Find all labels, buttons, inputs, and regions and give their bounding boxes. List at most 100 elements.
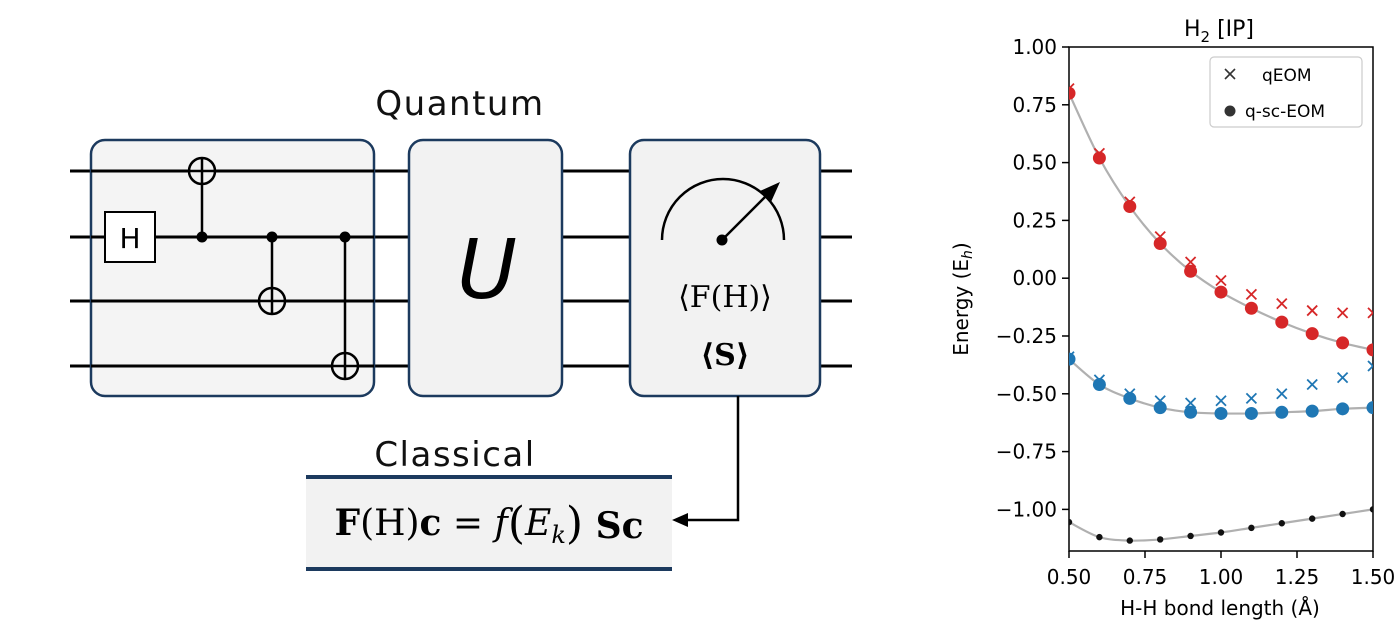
qsceom-point xyxy=(1123,391,1137,405)
meter-arrowhead-icon xyxy=(760,182,780,202)
qsceom-point xyxy=(1092,378,1106,392)
qeom-point xyxy=(1184,256,1197,268)
qeom-point xyxy=(1276,388,1288,400)
qeom-point xyxy=(1215,274,1227,287)
qsceom-point xyxy=(1309,515,1316,522)
qsceom-point xyxy=(1126,537,1134,544)
qeom-point xyxy=(1124,388,1136,400)
y-tick-label: 0.50 xyxy=(1012,151,1057,175)
circuit-diagram: Quantum H xyxy=(70,84,852,571)
x-axis-label: H-H bond length (Å) xyxy=(1120,596,1320,620)
equation-box xyxy=(306,477,672,569)
qeom-point xyxy=(1124,196,1136,208)
qeom-point xyxy=(1069,351,1075,363)
y-tick-label: 0.25 xyxy=(1012,208,1057,232)
data-points xyxy=(1069,82,1373,544)
qsceom-point xyxy=(1214,406,1228,420)
qeom-point xyxy=(1184,397,1197,409)
y-tick-label: −0.25 xyxy=(996,324,1057,348)
qeom-point xyxy=(1154,230,1166,243)
x-tick-label: 1.50 xyxy=(1351,565,1395,589)
qsceom-point xyxy=(1248,524,1255,532)
qsceom-point xyxy=(1123,200,1137,214)
unitary-label: U xyxy=(457,223,517,318)
qeom-point xyxy=(1306,378,1318,391)
x-tick-label: 1.00 xyxy=(1199,565,1244,589)
qeom-point xyxy=(1276,297,1288,310)
fit-curve xyxy=(1069,92,1373,351)
qeom-point xyxy=(1336,371,1349,384)
qsceom-point xyxy=(1187,532,1194,540)
cnot-gate-1 xyxy=(187,156,217,237)
unitary-block xyxy=(407,138,564,398)
qsceom-point xyxy=(1369,506,1373,513)
cnot-control-dot-1 xyxy=(196,231,208,243)
qsceom-point xyxy=(1366,343,1373,357)
qsceom-point xyxy=(1244,301,1258,315)
cnot-gate-2 xyxy=(257,237,287,316)
qsceom-point xyxy=(1305,327,1319,341)
quantum-label: Quantum xyxy=(375,84,544,124)
y-tick-label: 0.00 xyxy=(1012,266,1057,290)
y-tick-label: −0.75 xyxy=(996,440,1057,464)
qeom-point xyxy=(1245,392,1258,405)
hadamard-gate xyxy=(104,211,156,263)
measure-s-label: ⟨S⟩ xyxy=(700,338,749,373)
meter-icon xyxy=(660,177,786,241)
qsceom-point xyxy=(1069,352,1076,366)
qsceom-point xyxy=(1153,237,1167,251)
qsceom-point xyxy=(1336,336,1350,350)
legend-entry-qsceom: q-sc-EOM xyxy=(1245,102,1325,122)
qsceom-point xyxy=(1339,510,1346,518)
qsceom-point xyxy=(1153,401,1167,415)
measure-f-label: ⟨F(H)⟩ xyxy=(678,280,772,315)
cnot-control-dot-3 xyxy=(339,231,351,243)
qeom-point xyxy=(1154,395,1166,407)
feedback-arrow xyxy=(686,396,740,522)
qsceom-point xyxy=(1336,402,1350,416)
qsceom-point xyxy=(1096,533,1103,541)
hadamard-label: H xyxy=(119,222,140,255)
y-tick-label: 0.75 xyxy=(1012,93,1057,117)
fit-curves xyxy=(1069,92,1373,542)
x-tick-label: 0.75 xyxy=(1123,565,1168,589)
feedback-arrowhead-icon xyxy=(672,513,688,527)
x-tick-label: 1.25 xyxy=(1275,565,1320,589)
y-axis: 1.00 0.75 0.50 0.25 0.00 −0.25 −0.50 −0.75 −1.00 xyxy=(996,35,1069,521)
chart-legend: qEOM q-sc-EOM xyxy=(1209,56,1363,128)
classical-equation: F(H)c = f(Ek) Sc xyxy=(335,498,644,549)
y-tick-label: 1.00 xyxy=(1012,35,1057,59)
cnot-gate-3 xyxy=(330,237,360,381)
qsceom-point xyxy=(1184,405,1198,419)
qeom-point xyxy=(1093,374,1106,386)
qeom-point xyxy=(1336,307,1349,319)
y-tick-label: −1.00 xyxy=(996,497,1057,521)
qeom-point xyxy=(1245,288,1258,301)
qeom-point xyxy=(1069,82,1075,95)
qsceom-point xyxy=(1305,404,1319,418)
qsceom-point xyxy=(1157,536,1164,543)
qsceom-point xyxy=(1366,401,1373,415)
fit-curve xyxy=(1069,508,1373,542)
x-tick-label: 0.50 xyxy=(1047,565,1092,589)
qeom-point xyxy=(1306,304,1318,317)
y-axis-label: Energy (Eh) xyxy=(949,242,976,356)
y-tick-label: −0.50 xyxy=(996,382,1057,406)
qeom-point xyxy=(1367,307,1373,319)
qsceom-point xyxy=(1184,264,1198,278)
qsceom-point xyxy=(1217,529,1225,536)
chart-title: H2 [IP] xyxy=(1184,17,1254,46)
classical-label: Classical xyxy=(374,435,535,475)
cnot-control-dot-2 xyxy=(266,231,278,243)
qeom-point xyxy=(1215,395,1227,407)
legend-box xyxy=(1209,56,1363,128)
qsceom-point xyxy=(1092,151,1106,165)
qsceom-point xyxy=(1275,405,1289,419)
state-prep-block xyxy=(89,138,376,398)
legend-entry-qeom: qEOM xyxy=(1262,66,1312,86)
meter-pivot-icon xyxy=(716,234,728,246)
qsceom-point xyxy=(1278,520,1286,527)
qsceom-point xyxy=(1069,518,1073,526)
qsceom-point xyxy=(1214,285,1228,299)
